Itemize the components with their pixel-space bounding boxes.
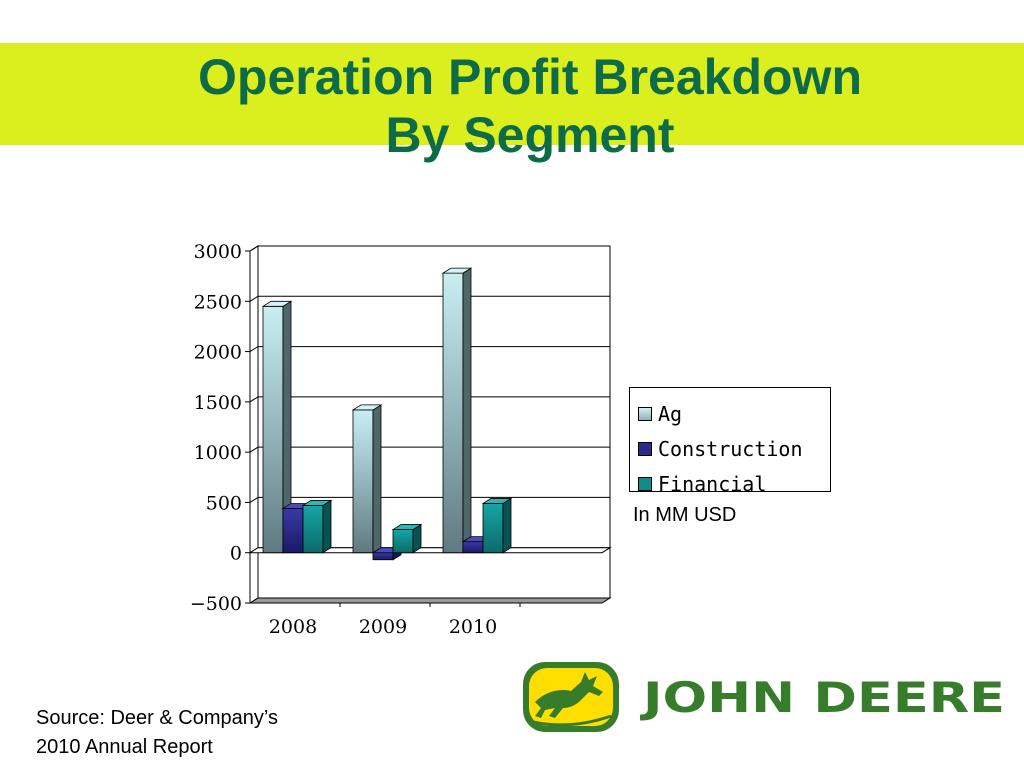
- chart-y-tick-label: 2500: [194, 291, 242, 313]
- chart-gridline: [249, 295, 610, 302]
- legend-label-ag: Ag: [658, 401, 683, 426]
- legend-swatch-ag: [638, 406, 652, 421]
- chart-y-ticks: −500 0 500 1000 1500 2000 2500 3000: [190, 241, 250, 615]
- source-line-1: Source: Deer & Company’s: [36, 707, 278, 729]
- logo-wordmark: JOHN DEERE: [639, 673, 1005, 722]
- chart-y-tick-label: −500: [190, 593, 242, 615]
- chart-legend: Ag Construction Financial: [629, 387, 831, 496]
- source-note: Source: Deer & Company’s 2010 Annual Rep…: [36, 704, 278, 762]
- legend-swatch-construction: [638, 441, 652, 456]
- chart-floor: [248, 597, 612, 604]
- title-line-2: By Segment: [385, 107, 675, 163]
- chart-y-tick-label: 2000: [194, 342, 242, 364]
- source-line-2: 2010 Annual Report: [36, 736, 213, 758]
- title-band: [0, 43, 1024, 145]
- chart-gridline: [249, 346, 610, 352]
- unit-note: In MM USD: [633, 504, 737, 526]
- legend-swatch-financial: [638, 476, 652, 491]
- chart-x-tick-label: 2009: [359, 616, 407, 638]
- bar-ag-2010: [441, 267, 473, 554]
- title-line-1: Operation Profit Breakdown: [198, 49, 862, 105]
- chart-gridline: [249, 446, 610, 453]
- chart-x-tick-label: 2008: [269, 616, 317, 638]
- chart-gridline: [249, 396, 610, 403]
- legend-item-construction: Construction: [638, 431, 830, 466]
- bar-ag-2009: [351, 404, 383, 554]
- bar-financial-2008: [301, 499, 333, 554]
- legend-item-financial: Financial: [638, 466, 830, 501]
- bar-chart: −500 0 500 1000 1500 2000 2500 3000 2008 2009 201…: [190, 241, 612, 638]
- chart-bars: [261, 267, 513, 561]
- chart-y-tick-label: 1500: [194, 392, 242, 414]
- bar-financial-2009: [391, 523, 423, 554]
- john-deere-logo: JOHN DEERE: [515, 658, 1015, 736]
- legend-label-financial: Financial: [658, 471, 767, 496]
- leaping-deer-icon: [535, 672, 603, 718]
- slide-title: Operation Profit Breakdown By Segment: [0, 48, 1024, 164]
- chart-y-tick-label: 1000: [194, 442, 242, 464]
- chart-gridline: [249, 496, 610, 503]
- bar-ag-2008: [261, 300, 293, 554]
- chart-y-tick-label: 500: [206, 492, 242, 514]
- chart-x-ticks: 2008 2009 2010: [269, 603, 521, 638]
- bar-financial-2010: [481, 497, 513, 554]
- chart-y-tick-label: 3000: [194, 241, 242, 263]
- chart-x-tick-label: 2010: [449, 616, 497, 638]
- legend-label-construction: Construction: [658, 436, 803, 461]
- legend-item-ag: Ag: [638, 396, 830, 431]
- logo-swoosh: [532, 714, 612, 727]
- chart-gridline: [249, 245, 610, 252]
- chart-y-tick-label: 0: [230, 543, 242, 565]
